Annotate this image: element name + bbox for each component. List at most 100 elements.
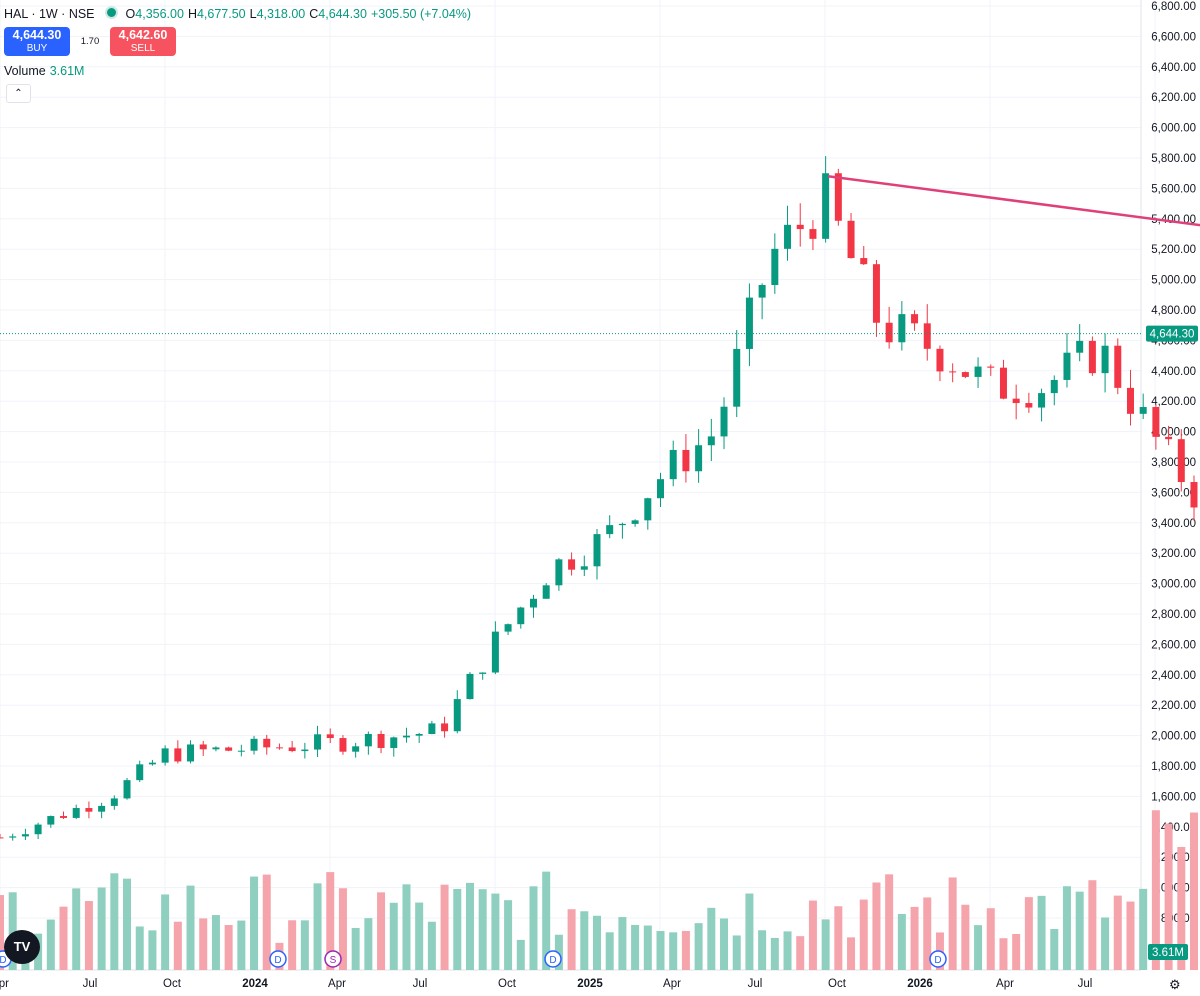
candle-body (491, 631, 499, 673)
volume-bar (338, 888, 347, 970)
dividend-marker (269, 950, 287, 968)
volume-bar (1139, 888, 1148, 970)
sell-price: 4,642.60 (118, 28, 168, 42)
candle-body (98, 805, 106, 812)
price-tick-label: 2,800.00 (1151, 609, 1196, 621)
volume-bar (885, 874, 894, 970)
candle-body (733, 348, 741, 407)
candle-body (34, 824, 42, 835)
volume-bar (351, 927, 360, 970)
candle-body (1076, 340, 1084, 353)
candle-body (72, 808, 80, 818)
volume-bar (1126, 901, 1135, 970)
volume-series (0, 810, 1198, 970)
volume-bar (796, 936, 805, 970)
high-label: H (187, 7, 197, 21)
sell-button[interactable]: 4,642.60 SELL (110, 27, 176, 56)
price-tick-label: 3,600.00 (1151, 487, 1196, 499)
candle-series (0, 156, 1198, 841)
volume-bar (148, 930, 157, 970)
volume-bar (516, 939, 525, 970)
split-marker (324, 950, 342, 968)
volume-bar (173, 921, 182, 970)
buy-button[interactable]: 4,644.30 BUY (4, 27, 70, 56)
event-marker-label: S (330, 955, 337, 966)
volume-bar (1101, 917, 1110, 970)
price-tick-label: 4,000.00 (1151, 427, 1196, 439)
candle-body (517, 607, 525, 625)
volume-bar (123, 878, 132, 970)
candle-body (415, 734, 423, 736)
time-tick-label: Jul (1078, 978, 1093, 990)
candle-body (555, 559, 563, 586)
time-tick-label: Apr (0, 978, 9, 990)
candle-body (1025, 403, 1033, 408)
event-markers: DDSDDDDD (0, 950, 947, 968)
candle-body (1012, 398, 1020, 404)
volume-value: 3.61M (49, 64, 85, 78)
volume-bar (1151, 810, 1160, 970)
chevron-up-icon[interactable]: ⌃ (6, 84, 31, 103)
volume-bar (364, 918, 373, 970)
candle-body (606, 525, 614, 535)
market-status-icon (104, 6, 118, 19)
candle-body (225, 747, 233, 751)
volume-bar (84, 901, 93, 970)
volume-bar (974, 925, 983, 970)
candle-body (1165, 436, 1173, 440)
volume-bar (1075, 891, 1084, 970)
volume-bar (224, 925, 233, 970)
volume-bar (872, 882, 881, 970)
volume-bar (389, 902, 398, 970)
volume-bar (694, 923, 703, 970)
volume-bar (1189, 812, 1198, 970)
tradingview-logo[interactable]: TV (4, 930, 40, 964)
time-tick-label: Apr (328, 978, 346, 990)
candle-body (479, 672, 487, 674)
candle-body (85, 808, 93, 812)
gear-icon[interactable]: ⚙ (1169, 977, 1181, 992)
volume-bar (453, 888, 462, 970)
volume-bar (1113, 895, 1122, 970)
candle-body (631, 520, 639, 524)
candle-body (314, 734, 322, 750)
price-tick-label: 1,800.00 (1151, 761, 1196, 773)
time-tick-label: Jul (83, 978, 98, 990)
candle-body (60, 816, 68, 818)
symbol-title[interactable]: HAL · 1W · NSE (4, 7, 95, 21)
volume-bar (529, 886, 538, 970)
volume-legend: Volume 3.61M (4, 64, 84, 78)
candle-body (898, 314, 906, 343)
time-tick-label: Oct (498, 978, 517, 990)
candle-body (148, 762, 156, 765)
candle-body (1126, 387, 1134, 414)
price-tick-label: 2,600.00 (1151, 639, 1196, 651)
volume-bar (72, 888, 81, 970)
last-price-label: 4,644.30 (1150, 329, 1195, 341)
volume-bar (656, 931, 665, 970)
volume-bar (211, 915, 220, 970)
volume-bar (567, 909, 576, 970)
volume-bar (186, 885, 195, 970)
candle-body (390, 737, 398, 748)
volume-bar (440, 884, 449, 970)
candle-body (771, 248, 779, 285)
time-axis: Apr Jul Oct 2024 Apr Jul Oct 2025 Apr Jul Oct 2026 A… (0, 978, 1092, 990)
volume-bar (770, 937, 779, 970)
trendline (827, 175, 1200, 227)
candle-body (21, 834, 29, 837)
candle-body (529, 598, 537, 608)
volume-bar (135, 926, 144, 970)
candle-body (987, 366, 995, 368)
volume-bar (681, 930, 690, 970)
candle-body (161, 748, 169, 763)
candle-body (720, 406, 728, 437)
candle-body (1190, 482, 1198, 508)
volume-bar (923, 897, 932, 970)
candle-body (936, 348, 944, 372)
candle-body (9, 836, 17, 838)
volume-bar (542, 871, 551, 970)
price-tick-label: 5,200.00 (1151, 244, 1196, 256)
candle-body (1152, 407, 1160, 437)
